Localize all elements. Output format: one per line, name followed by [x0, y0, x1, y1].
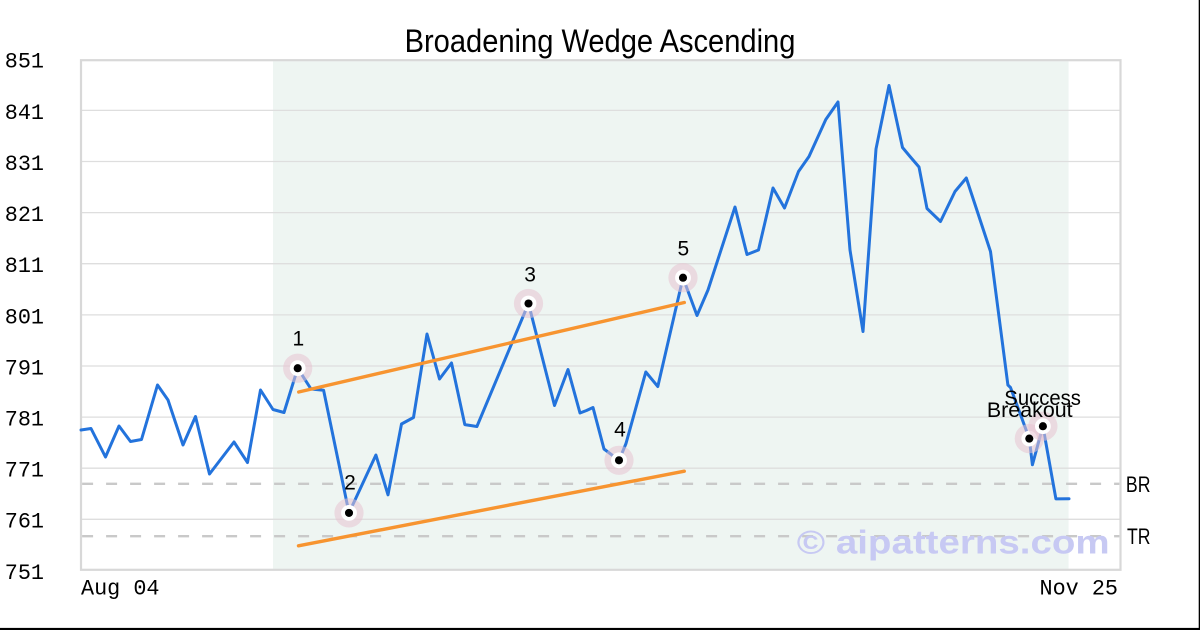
svg-text:1: 1 — [293, 327, 305, 350]
svg-text:761: 761 — [5, 510, 44, 535]
svg-text:791: 791 — [5, 356, 44, 381]
svg-text:781: 781 — [5, 408, 44, 433]
svg-text:851: 851 — [5, 50, 44, 75]
svg-text:831: 831 — [5, 152, 44, 177]
svg-text:2: 2 — [344, 472, 356, 495]
svg-text:801: 801 — [5, 305, 44, 330]
svg-text:Breakout: Breakout — [987, 398, 1073, 422]
svg-text:751: 751 — [5, 561, 44, 586]
svg-text:821: 821 — [5, 203, 44, 228]
svg-text:BR: BR — [1126, 472, 1151, 497]
svg-text:841: 841 — [5, 101, 44, 126]
svg-text:3: 3 — [524, 264, 536, 287]
svg-text:771: 771 — [5, 459, 44, 484]
svg-text:Success: Success — [1004, 386, 1081, 410]
svg-text:811: 811 — [5, 254, 44, 279]
svg-text:© aipatterns.com: © aipatterns.com — [797, 523, 1110, 560]
svg-text:TR: TR — [1127, 524, 1151, 549]
svg-text:Nov 25: Nov 25 — [1040, 576, 1118, 601]
svg-text:4: 4 — [614, 419, 626, 442]
svg-text:Broadening Wedge Ascending: Broadening Wedge Ascending — [405, 23, 796, 59]
svg-text:5: 5 — [678, 238, 690, 261]
svg-text:Aug 04: Aug 04 — [81, 577, 159, 602]
